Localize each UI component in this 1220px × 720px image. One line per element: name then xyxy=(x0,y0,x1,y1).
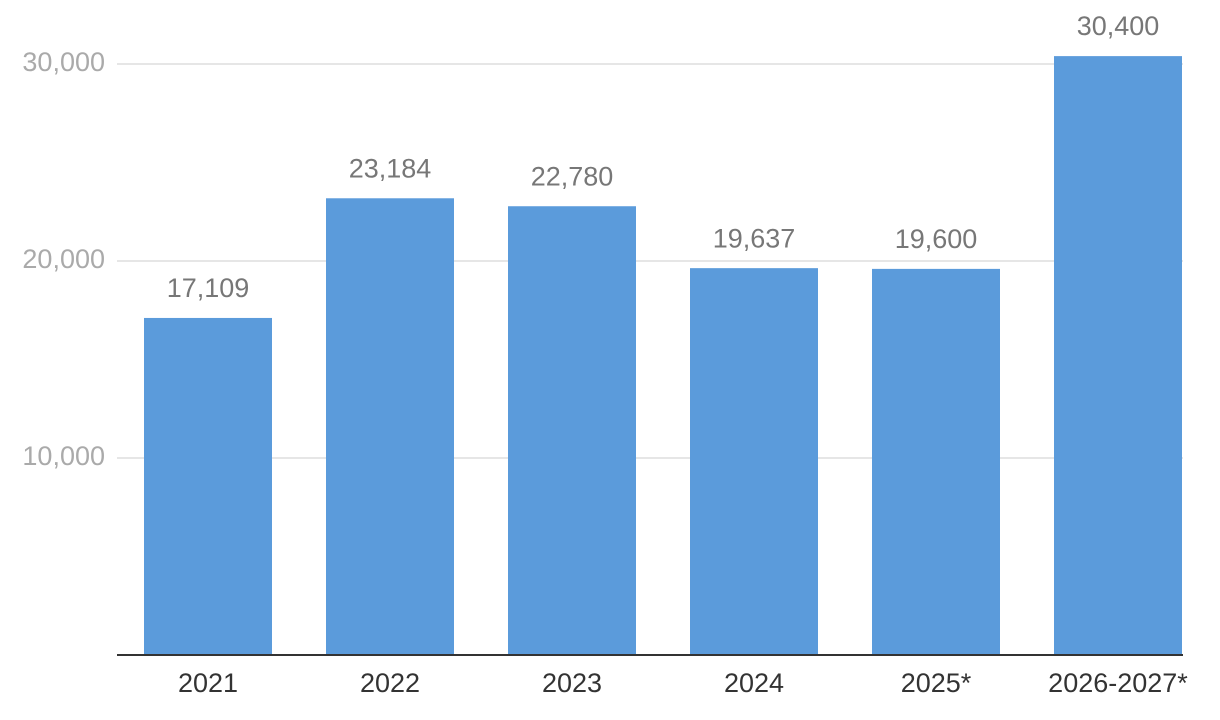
bar xyxy=(326,198,454,655)
x-tick-label: 2026-2027* xyxy=(1048,668,1188,698)
value-label: 19,600 xyxy=(895,224,978,254)
bar xyxy=(1054,56,1182,656)
value-label: 17,109 xyxy=(167,273,250,303)
bar xyxy=(872,268,1000,655)
y-tick-label: 30,000 xyxy=(22,47,105,77)
value-label: 19,637 xyxy=(713,223,796,253)
value-label: 23,184 xyxy=(349,153,432,183)
x-tick-label: 2021 xyxy=(178,668,238,698)
bar xyxy=(508,206,636,655)
x-tick-label: 2025* xyxy=(901,668,972,698)
bar xyxy=(144,317,272,655)
value-label: 30,400 xyxy=(1077,11,1160,41)
x-tick-label: 2022 xyxy=(360,668,420,698)
value-label: 22,780 xyxy=(531,161,614,191)
y-tick-label: 20,000 xyxy=(22,244,105,274)
x-tick-label: 2024 xyxy=(724,668,784,698)
y-tick-label: 10,000 xyxy=(22,441,105,471)
x-tick-label: 2023 xyxy=(542,668,602,698)
bar xyxy=(690,268,818,655)
